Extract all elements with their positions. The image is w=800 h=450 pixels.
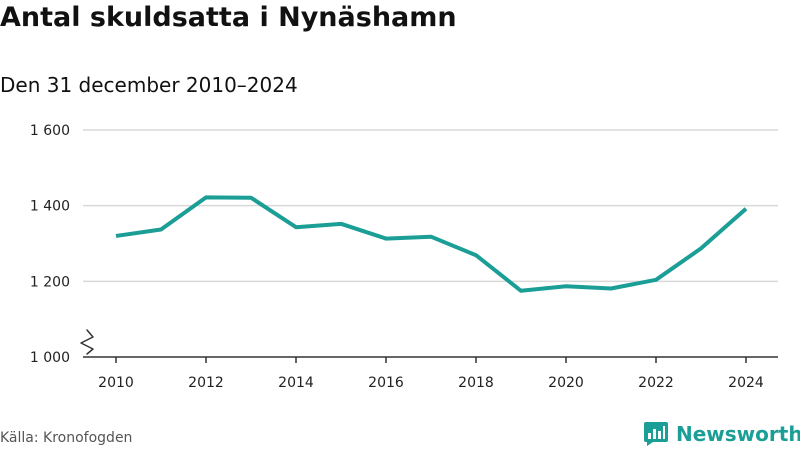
data-point <box>474 253 478 257</box>
x-tick-label: 2022 <box>638 375 674 391</box>
data-point <box>294 225 298 229</box>
y-tick-label: 1 400 <box>30 199 70 215</box>
series-line <box>114 195 748 293</box>
data-point <box>699 246 703 250</box>
brand-logo[interactable]: Newsworthy <box>644 420 800 448</box>
x-tick-label: 2018 <box>458 375 494 391</box>
data-point <box>114 234 118 238</box>
data-point <box>159 228 163 232</box>
x-tick-label: 2012 <box>188 375 224 391</box>
y-tick-label: 1 000 <box>30 350 70 366</box>
data-point <box>204 195 208 199</box>
chart-title: Antal skuldsatta i Nynäshamn <box>0 2 457 33</box>
data-point <box>249 196 253 200</box>
y-axis-tick-labels: 1 000 1 200 1 400 1 600 <box>30 123 70 366</box>
chart-subtitle: Den 31 december 2010–2024 <box>0 73 298 97</box>
y-tick-label: 1 200 <box>30 274 70 290</box>
x-tick-label: 2010 <box>98 375 134 391</box>
data-point <box>654 278 658 282</box>
axis-break-icon <box>80 328 94 355</box>
y-tick-label: 1 600 <box>30 123 70 139</box>
axis-break-zigzag <box>80 329 94 355</box>
brand-name: Newsworthy <box>676 422 800 446</box>
series-path <box>115 195 748 293</box>
newsworthy-logo-icon <box>644 422 668 446</box>
gridlines <box>83 129 778 283</box>
data-point <box>609 287 613 291</box>
x-tick-label: 2024 <box>728 375 764 391</box>
data-point <box>564 284 568 288</box>
x-tick-label: 2020 <box>548 375 584 391</box>
data-point <box>429 235 433 239</box>
x-tick-label: 2016 <box>368 375 404 391</box>
data-point <box>744 207 748 211</box>
x-axis-tick-labels: 2010 2012 2014 2016 2018 2020 2022 2024 <box>98 357 764 391</box>
source-note: Källa: Kronofogden <box>0 430 133 446</box>
data-point <box>519 289 523 293</box>
data-point <box>339 222 343 226</box>
data-point <box>384 237 388 241</box>
x-tick-label: 2014 <box>278 375 314 391</box>
